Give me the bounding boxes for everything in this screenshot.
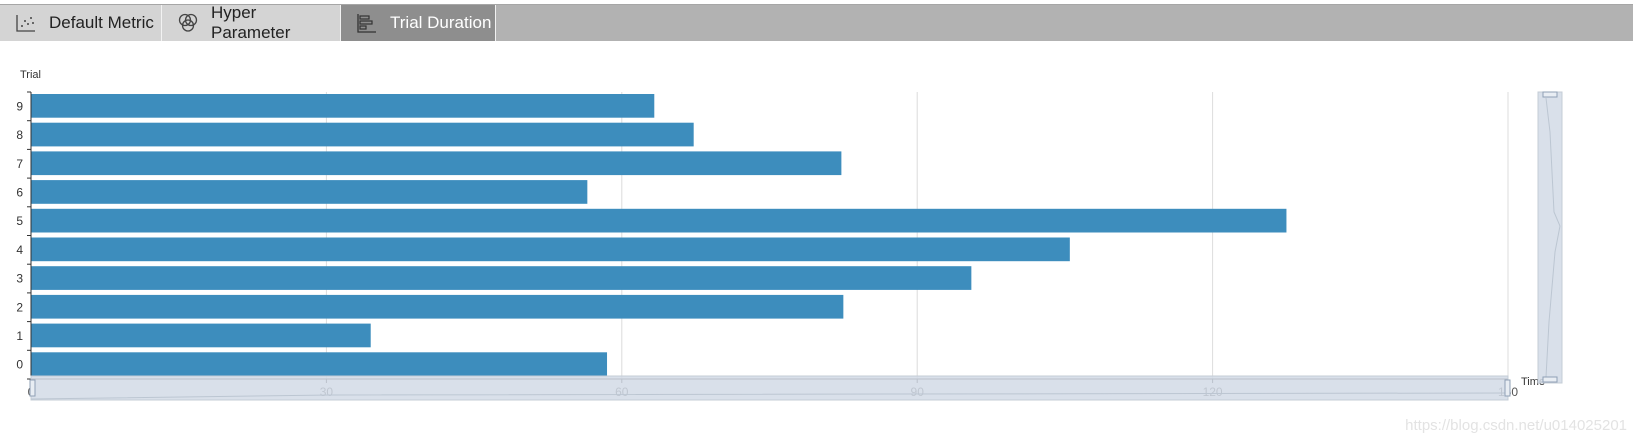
bar-trial-0[interactable] bbox=[31, 352, 608, 376]
bar-trial-3[interactable] bbox=[31, 266, 972, 290]
y-tick-label: 6 bbox=[16, 185, 23, 199]
bar-trial-5[interactable] bbox=[31, 208, 1287, 233]
scatter-chart-icon bbox=[15, 12, 37, 34]
x-datazoom-shadow bbox=[30, 392, 1509, 400]
tab-label: Default Metric bbox=[49, 13, 154, 32]
bar-trial-4[interactable] bbox=[31, 237, 1070, 262]
tab-hyper-parameter[interactable]: Hyper Parameter bbox=[162, 3, 341, 42]
bar-trial-2[interactable] bbox=[31, 294, 844, 319]
y-tick-label: 8 bbox=[16, 128, 23, 142]
x-datazoom-handle-left[interactable] bbox=[29, 379, 36, 397]
tab-trial-duration[interactable]: Trial Duration bbox=[341, 5, 496, 41]
bar-trial-9[interactable] bbox=[31, 94, 655, 118]
bar-chart-icon bbox=[356, 12, 378, 34]
x-datazoom-handle-right[interactable] bbox=[1504, 379, 1511, 397]
bar-trial-7[interactable] bbox=[31, 151, 842, 176]
y-datazoom-handle-bottom[interactable] bbox=[1542, 376, 1558, 383]
bar-trial-1[interactable] bbox=[31, 323, 371, 348]
y-tick-label: 4 bbox=[16, 243, 23, 257]
tab-default-metric[interactable]: Default Metric bbox=[0, 5, 162, 41]
venn-icon bbox=[177, 12, 199, 34]
bar-trial-6[interactable] bbox=[31, 180, 588, 204]
y-tick-label: 7 bbox=[16, 157, 23, 171]
y-tick-label: 3 bbox=[16, 272, 23, 286]
y-datazoom-shadow bbox=[1545, 97, 1561, 378]
tab-label: Hyper Parameter bbox=[211, 3, 291, 42]
y-tick-label: 0 bbox=[16, 358, 23, 372]
y-tick-label: 9 bbox=[16, 99, 23, 113]
y-tick-label: 2 bbox=[16, 300, 23, 314]
bar-trial-8[interactable] bbox=[31, 122, 694, 147]
y-tick-label: 5 bbox=[16, 214, 23, 228]
tab-bar: Default Metric Hyper Parameter Trial Dur… bbox=[0, 3, 1633, 42]
watermark: https://blog.csdn.net/u014025201 bbox=[1405, 417, 1627, 434]
y-axis-label: Trial bbox=[20, 69, 41, 81]
tab-label: Trial Duration bbox=[390, 13, 492, 32]
y-datazoom-handle-top[interactable] bbox=[1542, 91, 1558, 98]
y-tick-label: 1 bbox=[16, 329, 23, 343]
